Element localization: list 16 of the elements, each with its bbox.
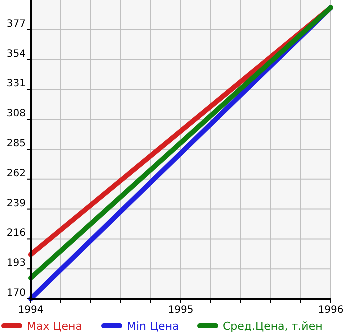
y-tick-label: 170 bbox=[6, 288, 26, 299]
y-tick-label: 239 bbox=[6, 198, 26, 210]
y-tick-label: 331 bbox=[6, 78, 26, 90]
y-tick-label: 216 bbox=[6, 228, 26, 240]
y-tick-label: 354 bbox=[6, 48, 26, 60]
x-tick-label: 1995 bbox=[168, 305, 194, 316]
legend-label: Min Цена bbox=[127, 320, 180, 333]
x-tick-label: 1994 bbox=[18, 305, 44, 316]
x-tick-label: 1996 bbox=[318, 305, 344, 316]
y-tick-label: 262 bbox=[6, 168, 26, 180]
y-tick-label: 285 bbox=[6, 138, 26, 150]
y-tick-label: 308 bbox=[6, 108, 26, 120]
y-tick-label: 377 bbox=[6, 18, 26, 30]
legend-label: Сред.Цена, т.йен bbox=[223, 320, 323, 333]
y-tick-label: 193 bbox=[6, 258, 26, 270]
legend-label: Max Цена bbox=[27, 320, 82, 333]
